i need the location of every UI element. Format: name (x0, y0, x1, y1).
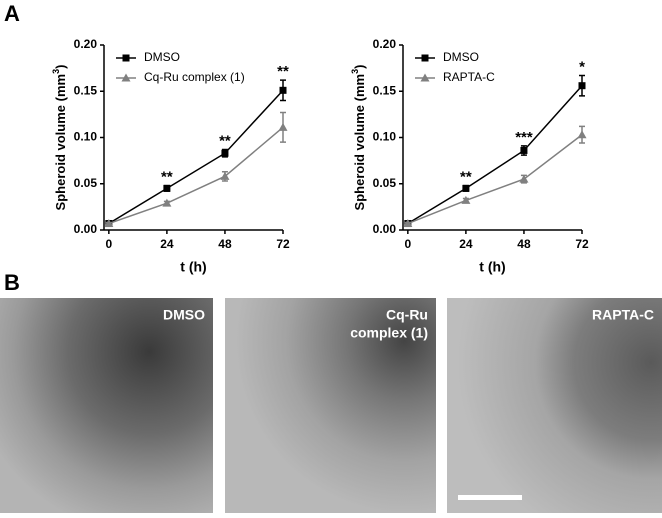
annotation: * (579, 58, 585, 75)
y-axis-label: Spheroid volume (mm3) (51, 65, 68, 211)
y-tick-label: 0.20 (74, 37, 98, 51)
marker (278, 122, 288, 131)
legend-label: DMSO (443, 50, 479, 64)
marker (220, 171, 230, 180)
y-axis-label-part: 3 (350, 69, 360, 74)
series-line (407, 134, 583, 225)
y-tick-label: 0.00 (373, 222, 397, 236)
marker (520, 146, 528, 154)
y-axis-label-part: 3 (51, 69, 61, 74)
marker (519, 174, 529, 183)
scale-bar (458, 495, 522, 500)
marker (279, 86, 287, 94)
y-tick-label: 0.15 (74, 83, 98, 97)
x-tick-label: 24 (160, 237, 174, 251)
annotation: ** (161, 169, 173, 186)
marker (221, 149, 229, 157)
marker (403, 219, 413, 228)
marker (462, 184, 470, 192)
y-tick-label: 0.05 (74, 176, 98, 190)
marker (104, 219, 114, 228)
legend-marker (121, 73, 131, 82)
annotation: ** (219, 132, 231, 149)
y-axis-label-part: ) (53, 65, 68, 69)
image-label: RAPTA-C (592, 307, 654, 323)
image-label: DMSO (163, 307, 205, 323)
y-axis-label-part: Spheroid volume (mm (53, 74, 68, 211)
series-line (108, 126, 284, 225)
annotation: ** (277, 63, 289, 80)
x-axis-label: t (h) (479, 259, 505, 275)
legend-marker (122, 54, 130, 62)
x-tick-label: 24 (459, 237, 473, 251)
legend-label: RAPTA-C (443, 70, 495, 84)
x-tick-label: 0 (404, 237, 411, 251)
legend-marker (420, 73, 430, 82)
x-tick-label: 72 (575, 237, 589, 251)
marker (162, 198, 172, 207)
legend-label: DMSO (144, 50, 180, 64)
marker (163, 184, 171, 192)
x-tick-label: 48 (517, 237, 531, 251)
x-tick-label: 0 (105, 237, 112, 251)
annotation: ** (460, 169, 472, 186)
y-axis-label-part: ) (352, 65, 367, 69)
x-axis-label: t (h) (180, 259, 206, 275)
panel-label: B (4, 270, 20, 295)
marker (577, 130, 587, 139)
image-label: complex (1) (350, 325, 428, 341)
marker (461, 195, 471, 204)
marker (578, 82, 586, 90)
x-tick-label: 48 (218, 237, 232, 251)
y-axis-label-part: Spheroid volume (mm (352, 74, 367, 211)
image-label: Cq-Ru (386, 307, 428, 323)
y-tick-label: 0.10 (74, 130, 98, 144)
legend-marker (421, 54, 429, 62)
panel-label: A (4, 1, 20, 26)
annotation: *** (515, 129, 533, 146)
y-tick-label: 0.20 (373, 37, 397, 51)
series-line (407, 85, 583, 225)
x-tick-label: 72 (276, 237, 290, 251)
y-axis-label: Spheroid volume (mm3) (350, 65, 367, 211)
y-tick-label: 0.05 (373, 176, 397, 190)
legend-label: Cq-Ru complex (1) (144, 70, 245, 84)
y-tick-label: 0.15 (373, 83, 397, 97)
y-tick-label: 0.00 (74, 222, 98, 236)
series-line (108, 89, 284, 225)
micrograph (0, 298, 662, 513)
y-tick-label: 0.10 (373, 130, 397, 144)
